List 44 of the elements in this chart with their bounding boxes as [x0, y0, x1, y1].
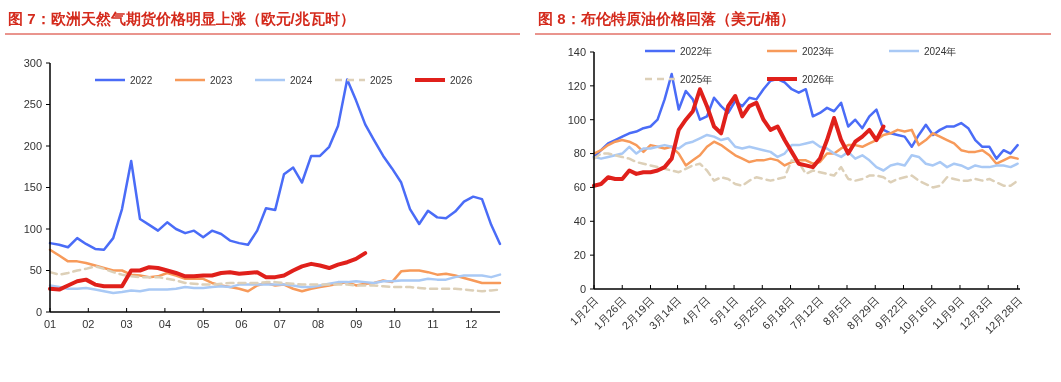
y-tick-label: 250 — [23, 98, 42, 111]
line-series — [592, 87, 886, 188]
legend-label: 2023 — [210, 74, 233, 86]
x-tick-label: 11 — [427, 318, 439, 330]
x-tick-label: 08 — [311, 318, 325, 330]
x-tick-label: 07 — [273, 318, 286, 330]
y-tick-label: 60 — [573, 181, 586, 194]
legend-label: 2026年 — [802, 73, 835, 85]
y-tick-label: 120 — [567, 79, 586, 92]
legend-label: 2022 — [130, 74, 153, 86]
legend-label: 2025 — [370, 74, 393, 86]
x-tick-label: 12 — [465, 318, 478, 330]
y-tick-label: 20 — [573, 248, 586, 261]
y-tick-label: 140 — [567, 45, 586, 58]
y-tick-label: 150 — [23, 181, 42, 194]
x-tick-label: 10 — [388, 318, 401, 330]
y-tick-label: 0 — [579, 282, 586, 295]
line-series — [48, 273, 502, 295]
x-tick-label: 01 — [43, 318, 57, 330]
y-tick-label: 80 — [573, 147, 586, 160]
y-tick-label: 0 — [35, 305, 42, 318]
legend-label: 2022年 — [680, 45, 713, 57]
x-tick-label: 05 — [197, 318, 210, 330]
y-tick-label: 100 — [23, 222, 42, 235]
x-tick-label: 06 — [235, 318, 248, 330]
x-tick-label: 04 — [158, 318, 172, 330]
legend-label: 2023年 — [802, 45, 835, 57]
legend-label: 2024年 — [924, 45, 957, 57]
y-tick-label: 50 — [29, 264, 42, 277]
line-series — [48, 251, 368, 292]
x-tick-label: 02 — [82, 318, 95, 330]
y-tick-label: 100 — [567, 113, 586, 126]
x-tick-label: 03 — [120, 318, 133, 330]
legend-label: 2024 — [290, 74, 313, 86]
line-series — [592, 152, 1019, 189]
y-tick-label: 200 — [23, 139, 42, 152]
chart-title: 图 8：布伦特原油价格回落（美元/桶） — [538, 10, 795, 27]
line-series — [48, 78, 502, 251]
y-tick-label: 40 — [573, 215, 586, 228]
y-tick-label: 300 — [23, 56, 42, 69]
legend-label: 2026 — [450, 74, 473, 86]
chart-title: 图 7：欧洲天然气期货价格明显上涨（欧元/兆瓦时） — [8, 10, 355, 27]
legend-label: 2025年 — [680, 73, 713, 85]
x-tick-label: 09 — [350, 318, 363, 330]
